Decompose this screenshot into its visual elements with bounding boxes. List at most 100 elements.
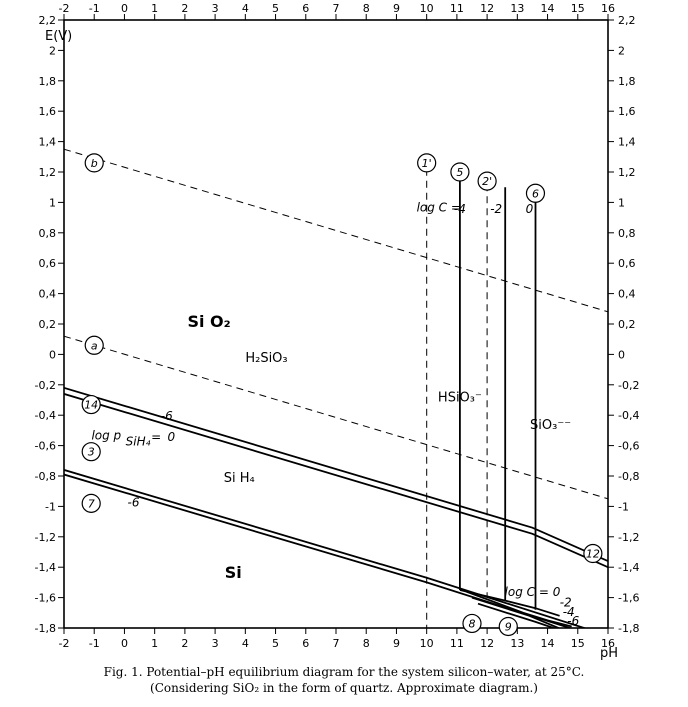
x-tick-label-top: 3	[212, 2, 219, 15]
dashed-line	[64, 148, 608, 313]
y-tick-label-left: 0,8	[39, 227, 57, 240]
annotation-label: -6	[128, 495, 140, 509]
y-tick-label-left: 0	[49, 348, 56, 361]
circled-marker	[450, 162, 470, 182]
circled-marker-label: 9	[505, 620, 512, 633]
solid-line	[64, 469, 588, 628]
x-tick-label-top: 10	[420, 2, 434, 15]
circled-marker	[81, 442, 101, 462]
y-tick-label-right: 1,4	[618, 136, 636, 149]
x-tick-label-top: 14	[541, 2, 555, 15]
x-tick-label-top: 5	[272, 2, 279, 15]
annotation-label: -6	[567, 614, 579, 628]
x-tick-label-top: -2	[59, 2, 70, 15]
annotation-label: -4	[563, 605, 575, 619]
circled-marker-label: b	[91, 157, 98, 170]
y-tick-label-right: 1,8	[618, 75, 636, 88]
y-tick-label-right: 0,6	[618, 257, 636, 270]
y-tick-label-right: -0,2	[618, 379, 639, 392]
annotation-label: =	[151, 430, 161, 444]
circled-marker-label: 14	[84, 399, 98, 412]
x-tick-label-top: 11	[450, 2, 464, 15]
circled-marker	[477, 171, 497, 191]
circled-marker	[583, 543, 603, 564]
region-label: HSiO₃⁻	[438, 391, 482, 406]
circled-marker-label: 1'	[422, 157, 432, 170]
circled-marker	[81, 493, 101, 513]
annotation-label: log C =	[417, 201, 461, 215]
x-tick-label-bottom: 4	[242, 637, 249, 650]
circled-marker	[84, 335, 104, 355]
x-tick-label-bottom: 8	[363, 637, 370, 650]
circled-marker-label: 7	[88, 497, 95, 510]
y-tick-label-left: 1	[49, 196, 56, 209]
annotation-label: SiH₄	[126, 435, 151, 449]
x-tick-label-bottom: 15	[571, 637, 585, 650]
dashed-line	[64, 335, 608, 500]
y-tick-label-right: -0,8	[618, 470, 639, 483]
y-tick-label-right: -1,6	[618, 592, 639, 605]
ticks: -2-2-1-100112233445566778899101011111212…	[35, 2, 640, 650]
region-label: SiO₃⁻⁻	[530, 418, 571, 433]
y-tick-label-left: -1,2	[35, 531, 56, 544]
annotations: Si O₂ H₂SiO₃ HSiO₃⁻ SiO₃⁻⁻ Si H₄ Si b a 14 3 7 1' 5 2…	[81, 153, 603, 637]
annotation-label: 0	[167, 430, 175, 444]
y-tick-label-left: 1,6	[39, 105, 57, 118]
plot-frame	[63, 19, 609, 629]
y-tick-label-right: 0,8	[618, 227, 636, 240]
caption-line-2: (Considering SiO₂ in the form of quartz.…	[150, 681, 538, 695]
y-tick-label-left: 2	[49, 44, 56, 57]
y-tick-label-right: 0,2	[618, 318, 636, 331]
region-label: Si O₂	[187, 312, 230, 331]
x-tick-label-bottom: 0	[121, 637, 128, 650]
y-tick-label-left: 1,8	[39, 75, 57, 88]
y-tick-label-left: 0,6	[39, 257, 57, 270]
x-tick-label-top: 1	[151, 2, 158, 15]
annotation-label: -2	[560, 596, 572, 610]
y-tick-label-right: 1	[618, 196, 625, 209]
region-label: Si H₄	[224, 471, 255, 486]
x-tick-label-bottom: 1	[151, 637, 158, 650]
x-tick-label-bottom: 7	[333, 637, 340, 650]
x-tick-label-top: 16	[601, 2, 615, 15]
y-tick-label-left: -0,2	[35, 379, 56, 392]
y-tick-label-left: 0,2	[39, 318, 57, 331]
x-tick-label-top: 13	[510, 2, 524, 15]
circled-marker-label: 2'	[482, 175, 492, 188]
circled-marker	[84, 153, 104, 173]
y-axis-label: E(V)	[45, 29, 72, 44]
y-tick-label-right: 1,6	[618, 105, 636, 118]
x-tick-label-bottom: -2	[59, 637, 70, 650]
circled-marker	[525, 183, 546, 203]
solid-line	[477, 602, 557, 628]
solid-line	[459, 589, 560, 617]
circled-marker	[417, 153, 437, 173]
y-tick-label-right: -0,6	[618, 440, 639, 453]
y-tick-label-right: -1,8	[618, 622, 639, 635]
circled-marker	[81, 394, 101, 415]
y-tick-label-right: -1,2	[618, 531, 639, 544]
circled-marker	[498, 616, 518, 637]
y-tick-label-left: 0,4	[39, 288, 57, 301]
circled-marker-label: 5	[456, 166, 463, 179]
y-tick-label-right: 0	[618, 348, 625, 361]
y-tick-label-left: -0,4	[35, 409, 56, 422]
x-tick-label-bottom: 13	[510, 637, 524, 650]
y-tick-label-right: 1,2	[618, 166, 636, 179]
x-tick-label-bottom: 12	[480, 637, 494, 650]
x-tick-label-top: 9	[393, 2, 400, 15]
x-tick-label-bottom: 10	[420, 637, 434, 650]
x-tick-label-top: 2	[181, 2, 188, 15]
data-lines	[64, 148, 608, 628]
circled-marker-label: 3	[88, 446, 95, 459]
x-tick-label-top: 7	[333, 2, 340, 15]
circled-marker-label: 12	[586, 548, 600, 561]
y-tick-label-left: 1,2	[39, 166, 57, 179]
region-label: H₂SiO₃	[245, 351, 287, 366]
y-tick-label-right: 2	[618, 44, 625, 57]
y-tick-label-left: -1,4	[35, 561, 56, 574]
solid-line	[471, 596, 561, 628]
annotation-label: log C = 0	[505, 585, 561, 599]
x-tick-label-top: 15	[571, 2, 585, 15]
